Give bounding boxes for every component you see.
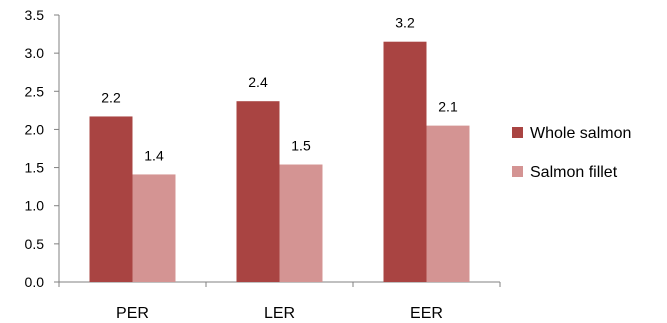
data-label: 2.1: [438, 99, 458, 115]
y-tick-label: 3.0: [25, 45, 45, 61]
bar-salmon-fillet: [132, 174, 176, 282]
bar-whole-salmon: [89, 116, 133, 283]
legend: Whole salmon Salmon fillet: [512, 125, 631, 181]
y-tick-label: 0.5: [25, 236, 45, 252]
legend-label: Whole salmon: [530, 125, 631, 142]
bar-salmon-fillet: [279, 164, 323, 282]
y-axis: 0.0 0.5 1.0 1.5 2.0 2.5 3.0 3.5: [25, 7, 60, 290]
data-label: 2.4: [248, 74, 268, 90]
y-tick-label: 2.5: [25, 83, 45, 99]
legend-swatch: [512, 127, 523, 138]
data-labels: 2.2 2.4 3.2 1.4 1.5 2.1: [101, 15, 458, 164]
legend-swatch: [512, 166, 523, 177]
y-tick-label: 1.5: [25, 160, 45, 176]
y-tick-label: 1.0: [25, 198, 45, 214]
x-category-label: EER: [410, 305, 443, 322]
bar-whole-salmon: [236, 101, 280, 283]
x-axis: PER LER EER: [58, 281, 501, 322]
x-category-label: LER: [264, 305, 295, 322]
data-label: 2.2: [101, 89, 121, 105]
bars: [89, 41, 470, 283]
data-label: 1.4: [144, 147, 164, 163]
bar-salmon-fillet: [426, 125, 470, 282]
data-label: 1.5: [291, 138, 311, 154]
data-label: 3.2: [395, 15, 415, 31]
y-tick-label: 3.5: [25, 7, 45, 23]
x-category-label: PER: [116, 305, 149, 322]
bar-whole-salmon: [383, 41, 427, 283]
y-tick-label: 0.0: [25, 274, 45, 290]
y-tick-label: 2.0: [25, 121, 45, 137]
legend-label: Salmon fillet: [530, 164, 618, 181]
